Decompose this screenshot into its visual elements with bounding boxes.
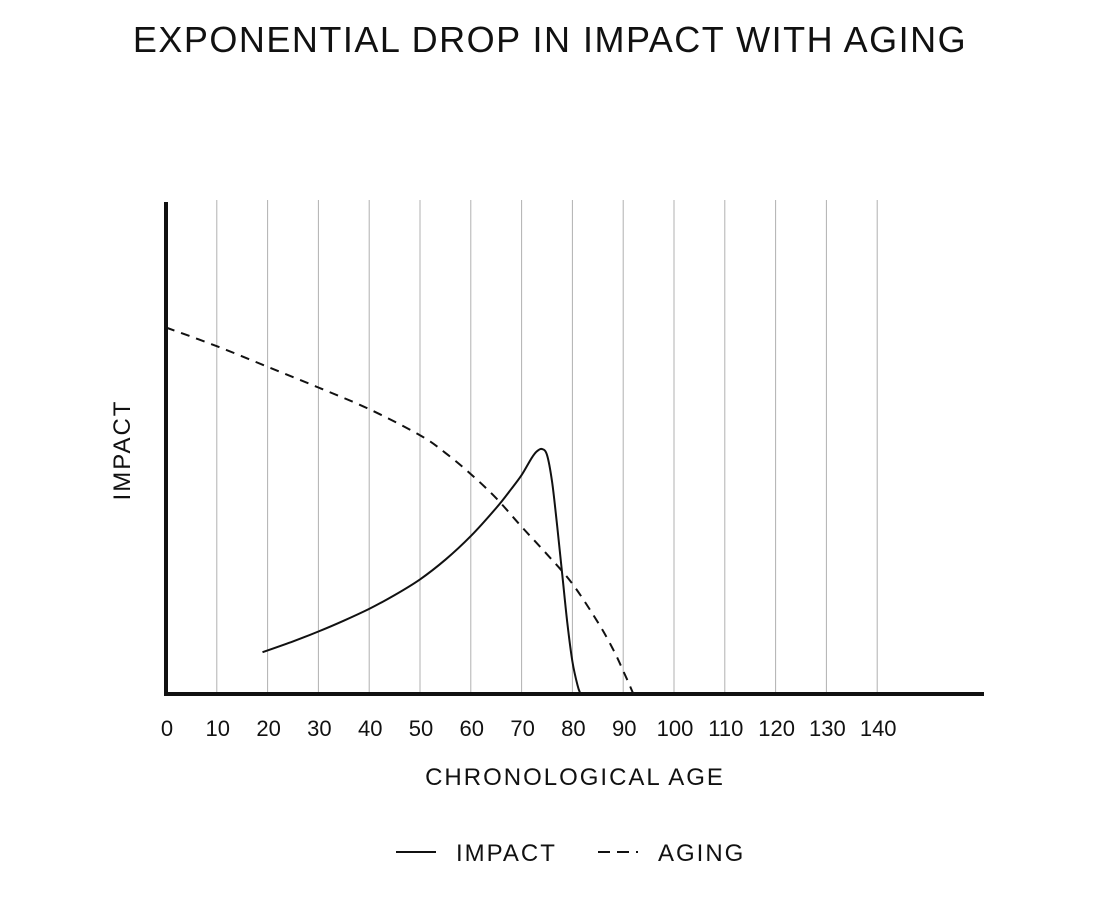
x-axis-label: CHRONOLOGICAL AGE [425, 764, 725, 791]
x-tick-label-0: 0 [161, 716, 173, 741]
grid-lines [216, 200, 878, 694]
x-tick-label-10: 10 [206, 716, 230, 741]
x-tick-label-80: 80 [561, 716, 585, 741]
x-tick-label-110: 110 [708, 716, 743, 741]
x-tick-label-50: 50 [409, 716, 433, 741]
series-line-impact [262, 447, 582, 695]
x-tick-label-140: 140 [860, 716, 897, 741]
x-tick-label-100: 100 [657, 716, 694, 741]
x-tick-label-60: 60 [460, 716, 484, 741]
legend: IMPACT AGING [396, 840, 745, 867]
legend-aging-label: AGING [658, 840, 745, 867]
series-layer [165, 326, 635, 695]
legend-impact-label: IMPACT [456, 840, 557, 867]
chart-title: EXPONENTIAL DROP IN IMPACT WITH AGING [133, 19, 967, 60]
x-tick-label-40: 40 [358, 716, 382, 741]
x-tick-label-30: 30 [307, 716, 331, 741]
series-line-aging [165, 326, 635, 695]
x-tick-labels: 0 10 20 30 40 50 60 70 80 90 100 110 120 130 140 [161, 716, 897, 741]
x-tick-label-90: 90 [612, 716, 636, 741]
x-tick-label-120: 120 [758, 716, 795, 741]
x-tick-label-70: 70 [510, 716, 534, 741]
y-axis-label: IMPACT [109, 400, 136, 501]
x-tick-label-20: 20 [256, 716, 280, 741]
x-tick-label-130: 130 [809, 716, 846, 741]
